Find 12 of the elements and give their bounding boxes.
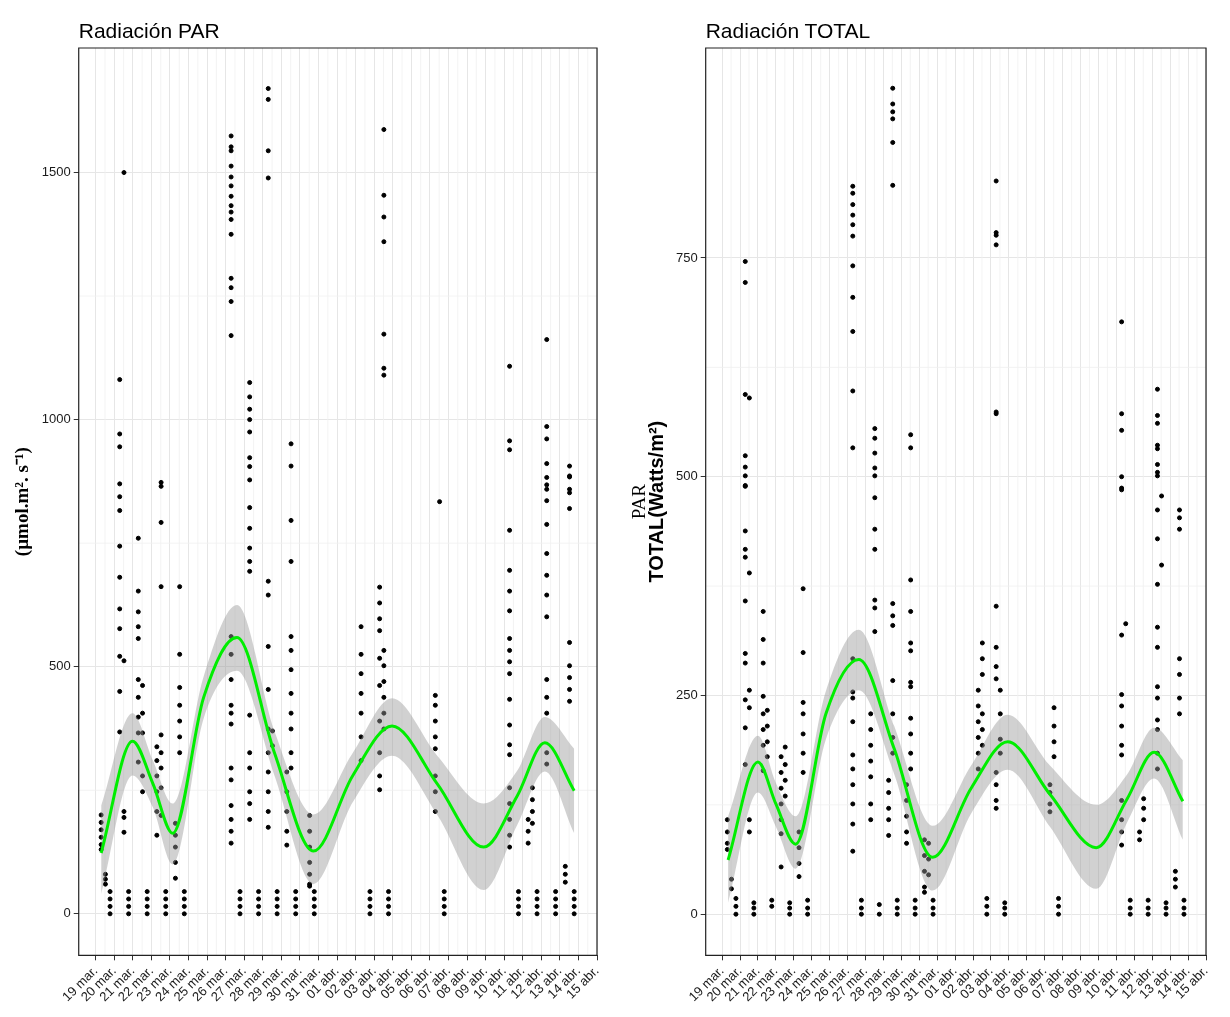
- y-tick-label: 1000: [41, 411, 71, 427]
- y-axis-title: TOTAL(Watts/m²): [644, 420, 667, 583]
- y-tick-label: 750: [675, 249, 698, 265]
- chart-title: Radiación PAR: [78, 19, 220, 42]
- chart-title: Radiación TOTAL: [705, 19, 871, 42]
- y-tick-label: 1500: [41, 164, 71, 180]
- y-tick-label: 250: [675, 687, 698, 703]
- y-tick-label: 500: [49, 658, 71, 674]
- y-tick-label: 500: [675, 468, 698, 484]
- y-axis-title: (µmol.m². s⁻¹): [11, 447, 34, 557]
- y-tick-label: 0: [690, 905, 698, 921]
- y-tick-label: 0: [63, 905, 71, 921]
